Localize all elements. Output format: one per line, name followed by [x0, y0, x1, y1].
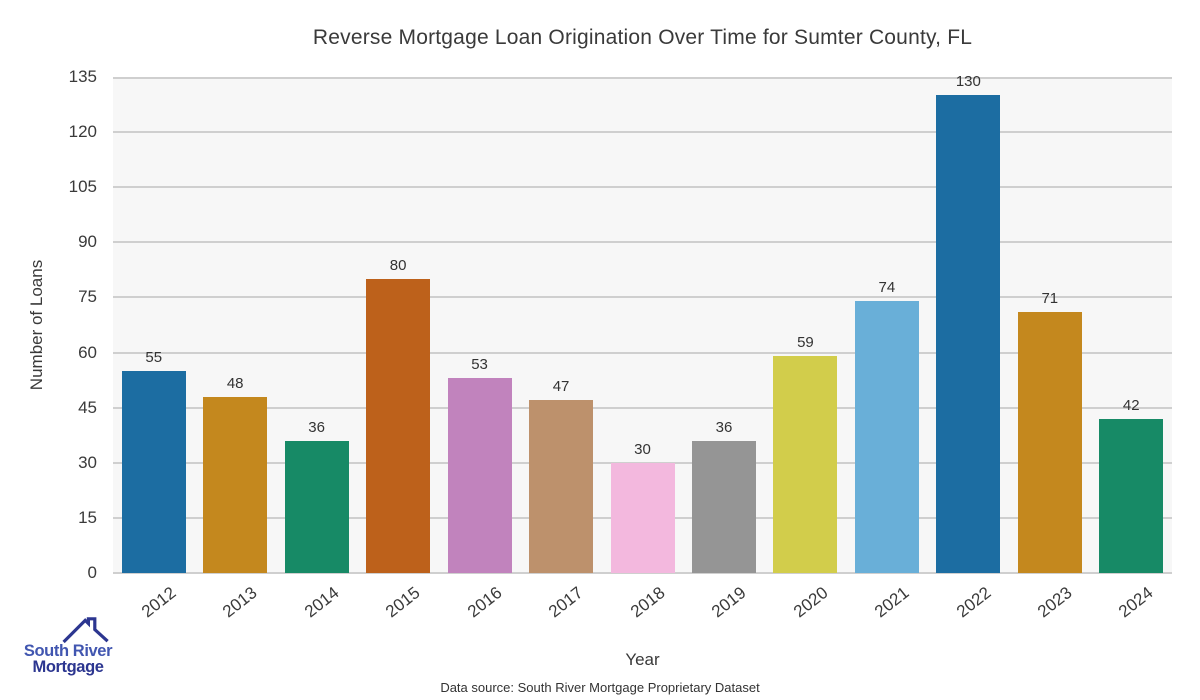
- bar-2013: 48: [203, 375, 268, 573]
- bar-value-label: 48: [226, 374, 244, 392]
- bar-2017: 47: [529, 378, 594, 573]
- gridline-y-105: [113, 186, 1172, 189]
- bar-2021: 74: [854, 279, 919, 573]
- x-tick-label: 2012: [137, 583, 180, 622]
- logo-text-line1: South River: [23, 642, 113, 660]
- bar-2016: 53: [447, 356, 512, 573]
- bar-2022: 130: [936, 73, 1001, 573]
- x-tick-label: 2018: [626, 583, 669, 622]
- y-tick-label: 105: [68, 177, 97, 197]
- logo-text-line2: Mortgage: [32, 658, 104, 676]
- x-axis-ticks: 2012 2013 2014 2015 2016 2017 2018 2019 2020 2021…: [113, 573, 1172, 633]
- y-tick-label: 0: [87, 563, 97, 582]
- bar-value-label: 47: [552, 378, 570, 396]
- gridline-y-45: [113, 406, 1172, 409]
- x-tick-label: 2020: [789, 583, 832, 622]
- bar-value-label: 36: [308, 418, 325, 436]
- y-tick-label: 60: [78, 342, 97, 362]
- gridline-y-90: [113, 241, 1172, 244]
- house-roof-icon: [62, 617, 109, 644]
- gridline-y-135: [113, 77, 1172, 79]
- x-tick-label: 2024: [1115, 583, 1157, 622]
- x-tick-label: 2021: [871, 583, 913, 622]
- bar-value-label: 80: [389, 257, 407, 275]
- y-tick-label: 135: [68, 67, 97, 86]
- gridline-y-120: [113, 131, 1172, 134]
- x-axis-label: Year: [625, 650, 660, 669]
- gridline-y-75: [113, 296, 1172, 299]
- y-tick-label: 30: [78, 452, 97, 472]
- bar-2023: 71: [1017, 290, 1082, 573]
- gridline-y-60: [113, 351, 1172, 354]
- x-tick-label: 2015: [382, 583, 424, 622]
- bar-2015: 80: [366, 257, 431, 573]
- gridline-y-0: [113, 572, 1172, 574]
- y-tick-label: 120: [68, 122, 97, 142]
- bar-2019: 36: [691, 419, 756, 573]
- bar-value-label: 71: [1041, 290, 1059, 308]
- bar-value-label: 30: [634, 440, 651, 458]
- bar-2020: 59: [773, 334, 838, 573]
- y-tick-label: 45: [78, 397, 97, 417]
- bar-value-label: 130: [955, 73, 981, 91]
- x-tick-label: 2022: [952, 583, 995, 622]
- x-tick-label: 2019: [708, 583, 750, 622]
- bar-value-label: 53: [471, 356, 488, 374]
- y-tick-label: 75: [78, 287, 97, 307]
- bar-2024: 42: [1099, 397, 1164, 573]
- gridline-y-30: [113, 461, 1172, 464]
- y-tick-label: 15: [78, 507, 97, 527]
- x-tick-label: 2023: [1033, 583, 1076, 622]
- y-axis-ticks: 0 15 30 45 60 75 90 105 120 135: [0, 67, 100, 582]
- x-tick-label: 2016: [463, 583, 506, 622]
- x-tick-label: 2013: [219, 583, 261, 622]
- y-tick-label: 90: [78, 232, 97, 252]
- data-source-note: Data source: South River Mortgage Propri…: [440, 680, 760, 695]
- bar-value-label: 42: [1122, 396, 1140, 414]
- bar-value-label: 74: [878, 279, 896, 297]
- x-tick-label: 2014: [300, 583, 343, 622]
- bar-2018: 30: [610, 441, 675, 573]
- plot-area: 55 48 36 80 53 47 30 36 59 74 130 71 42: [113, 73, 1172, 574]
- bar-2014: 36: [284, 419, 349, 573]
- x-tick-label: 2017: [545, 583, 587, 622]
- bar-value-label: 59: [797, 334, 814, 352]
- chart-title: Reverse Mortgage Loan Origination Over T…: [312, 26, 973, 49]
- bar-value-label: 55: [145, 348, 163, 366]
- bar-value-label: 36: [715, 418, 733, 436]
- bar-2012: 55: [121, 349, 186, 573]
